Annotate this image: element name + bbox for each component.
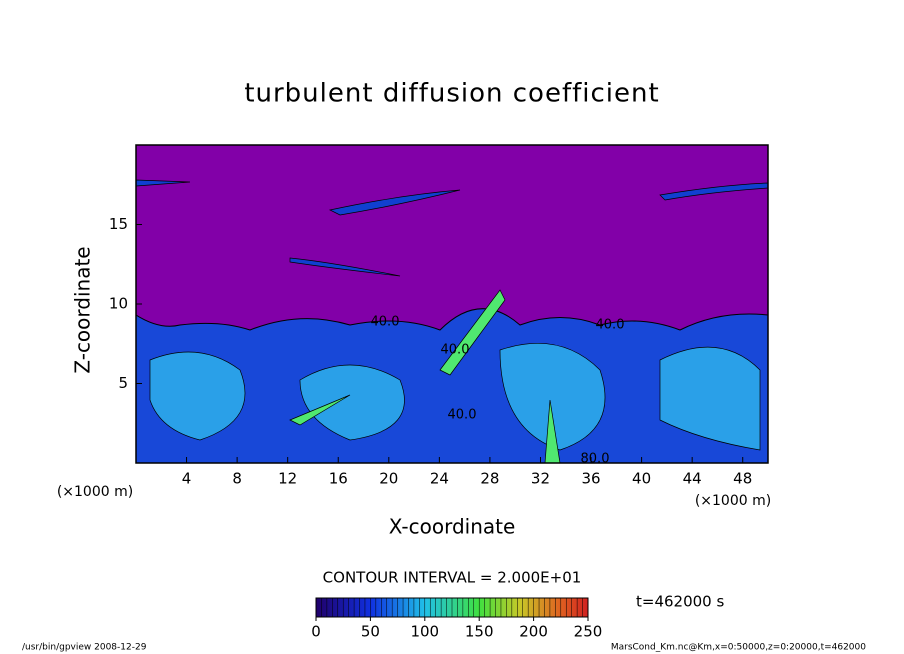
x-tick-label: 24 (430, 470, 449, 488)
x-tick-label: 48 (733, 470, 752, 488)
contour-interval: CONTOUR INTERVAL = 2.000E+01 (323, 569, 582, 587)
colorbar-tick-label: 0 (311, 623, 321, 641)
patch (149, 343, 761, 451)
x-tick-label: 20 (379, 470, 398, 488)
y-axis-label: Z-coordinate (71, 246, 95, 373)
x-unit: (×1000 m) (695, 493, 771, 509)
chart-title: turbulent diffusion coefficient (244, 79, 659, 109)
contour-label: 40.0 (441, 343, 470, 358)
x-tick-label: 32 (531, 470, 550, 488)
contour-label: 80.0 (581, 452, 610, 467)
turbulent-layer (136, 308, 768, 463)
contour-label: 40.0 (448, 408, 477, 423)
colorbar-tick-label: 50 (361, 623, 380, 641)
x-tick-label: 40 (632, 470, 651, 488)
x-tick-label: 16 (329, 470, 348, 488)
x-tick-label: 36 (581, 470, 600, 488)
x-tick-label: 28 (480, 470, 499, 488)
patch (289, 289, 561, 463)
time-label: t=462000 s (636, 593, 724, 611)
x-tick-label: 12 (278, 470, 297, 488)
x-tick-label: 8 (232, 470, 242, 488)
colorbar-tick-label: 100 (410, 623, 439, 641)
x-tick-label: 4 (182, 470, 192, 488)
x-axis-label: X-coordinate (389, 515, 516, 539)
contour-label: 40.0 (596, 318, 625, 333)
contour-label: 40.0 (371, 315, 400, 330)
y-tick-label: 5 (118, 374, 128, 392)
colorbar-tick-label: 250 (574, 623, 603, 641)
field (136, 145, 768, 463)
x-tick-label: 44 (683, 470, 702, 488)
patch (136, 179, 768, 277)
y-tick-label: 15 (109, 215, 128, 233)
y-tick-label: 10 (109, 295, 128, 313)
footer-left: /usr/bin/gpview 2008-12-29 (22, 643, 147, 653)
footer-right: MarsCond_Km.nc@Km,x=0:50000,z=0:20000,t=… (611, 643, 866, 653)
colorbar-tick-label: 150 (465, 623, 494, 641)
y-unit: (×1000 m) (57, 484, 133, 500)
colorbar-tick-label: 200 (519, 623, 548, 641)
